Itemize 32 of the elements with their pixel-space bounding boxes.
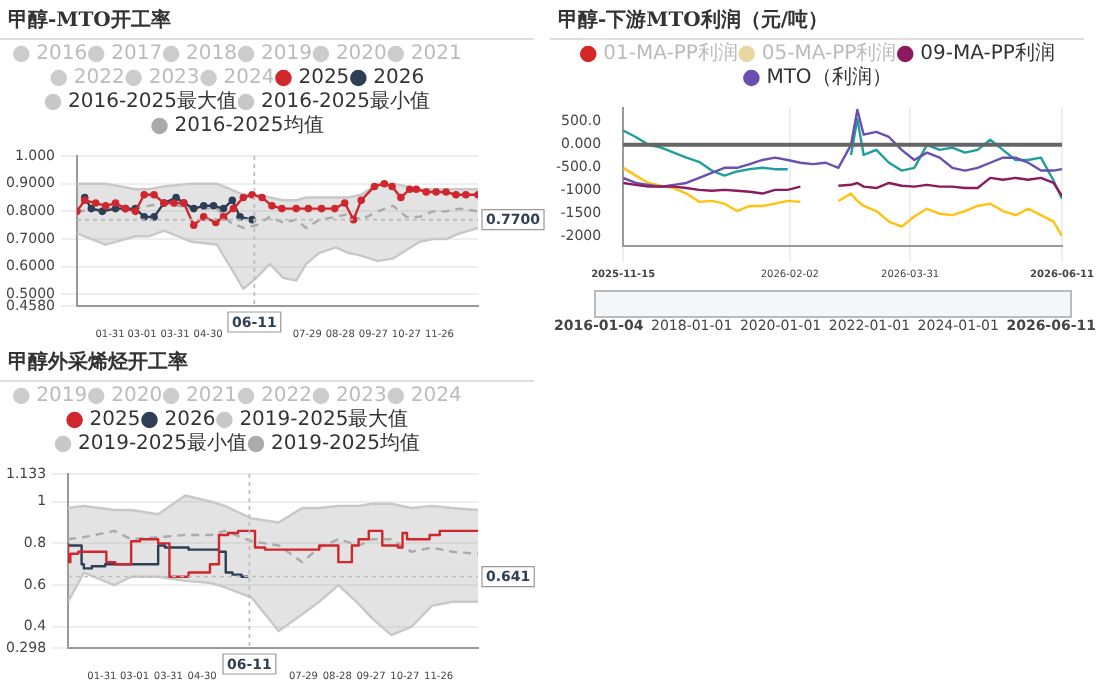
legend-label: 2016-2025最小值 [261, 89, 431, 114]
legend-label: 01-MA-PP利润 [603, 41, 738, 66]
legend-label: 2023 [148, 67, 200, 90]
legend-label: 2017 [111, 43, 163, 66]
legend-label: MTO（利润） [766, 65, 892, 90]
legend-label: 2019 [261, 43, 312, 66]
legend-label: 2022 [261, 385, 312, 408]
legend-label: 09-MA-PP利润 [920, 41, 1055, 66]
legend-label: 2016 [36, 43, 88, 66]
legend-label: 2019-2025最小值 [77, 431, 248, 456]
legend-label: 2024 [223, 67, 275, 90]
legend-label: 2020 [335, 43, 387, 66]
legend-label: 2022 [73, 67, 125, 90]
legend-label: 2018 [186, 43, 238, 66]
legend-label: 2019-2025均值 [271, 431, 421, 456]
legend-label: 2021 [410, 43, 462, 66]
legend-label: 2019-2025最大值 [239, 407, 409, 432]
legend-label: 2021 [186, 385, 238, 408]
legend-label: 2019 [36, 385, 88, 408]
legend-label: 2025 [89, 409, 141, 432]
legend-label: 2016-2025均值 [174, 113, 324, 138]
legend-label: 2025 [298, 67, 350, 90]
legend-label: 2023 [335, 385, 387, 408]
legend-label: 2024 [410, 385, 462, 408]
legend-label: 2026 [373, 67, 425, 90]
chart-title: 甲醇-MTO开工率 [0, 0, 534, 40]
legend-label: 2026 [164, 409, 216, 432]
chart-title: 甲醇-下游MTO利润（元/吨） [550, 0, 1084, 40]
legend-label: 05-MA-PP利润 [761, 41, 897, 66]
chart-title: 甲醇外采烯烃开工率 [0, 342, 534, 382]
legend-label: 2020 [111, 385, 163, 408]
legend-label: 2016-2025最大值 [67, 89, 238, 114]
